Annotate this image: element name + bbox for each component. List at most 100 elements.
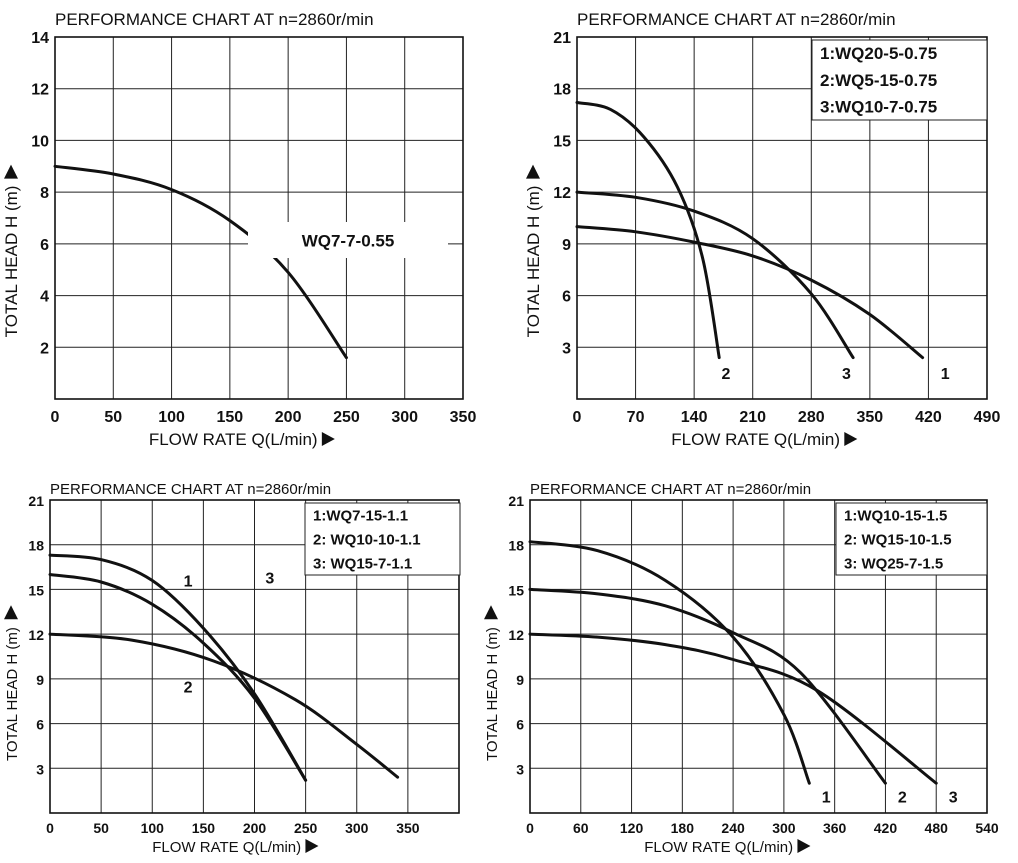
x-tick-label: 150: [192, 820, 216, 836]
x-tick-label: 240: [721, 820, 745, 836]
x-tick-label: 0: [573, 409, 582, 426]
y-axis-arrow-icon: [4, 605, 18, 620]
chart-title: PERFORMANCE CHART AT n=2860r/min: [50, 481, 331, 498]
x-axis-arrow-icon: [844, 432, 858, 446]
y-tick-label: 2: [40, 340, 49, 357]
y-tick-label: 6: [516, 717, 524, 733]
curve-label: 2: [184, 679, 193, 696]
y-tick-label: 6: [562, 289, 571, 306]
legend-entry: 3: WQ15-7-1.1: [313, 555, 412, 572]
y-tick-label: 14: [31, 30, 49, 47]
x-tick-label: 350: [857, 409, 884, 426]
x-tick-label: 0: [51, 409, 60, 426]
x-axis-arrow-icon: [797, 839, 811, 853]
y-axis-label: TOTAL HEAD H (m): [524, 186, 543, 338]
x-tick-label: 350: [450, 409, 477, 426]
series-curve-2: [575, 101, 721, 360]
legend-entry: 3:WQ10-7-0.75: [820, 98, 937, 117]
legend-entry: 1:WQ20-5-0.75: [820, 44, 937, 63]
x-tick-label: 540: [975, 820, 999, 836]
y-tick-label: 12: [553, 185, 571, 202]
plot-frame: [49, 499, 460, 814]
x-tick-label: 300: [345, 820, 369, 836]
legend-box: [835, 502, 988, 576]
curve-label: 3: [842, 366, 851, 383]
plot-frame: [54, 36, 464, 400]
y-axis-arrow-icon: [4, 164, 18, 179]
series-curve-2: [528, 587, 887, 785]
x-tick-label: 250: [294, 820, 318, 836]
y-tick-label: 6: [40, 237, 49, 254]
x-tick-label: 50: [93, 820, 109, 836]
y-tick-label: 8: [40, 185, 49, 202]
curve-label: 2: [898, 790, 907, 807]
y-tick-label: 3: [516, 761, 524, 777]
y-tick-label: 4: [40, 289, 49, 306]
x-tick-label: 100: [141, 820, 165, 836]
y-tick-label: 3: [36, 761, 44, 777]
legend-box: [304, 502, 461, 576]
y-tick-label: 10: [31, 133, 49, 150]
series-curve-3: [48, 632, 400, 779]
x-tick-label: 490: [974, 409, 1001, 426]
y-tick-label: 12: [508, 627, 524, 643]
series-curve-WQ7-7-0.55: [53, 164, 348, 360]
legend-entry: 3: WQ25-7-1.5: [844, 555, 943, 572]
x-tick-label: 50: [104, 409, 122, 426]
x-tick-label: 100: [158, 409, 185, 426]
x-tick-label: 420: [915, 409, 942, 426]
curve-label: 3: [949, 790, 958, 807]
y-axis-label: TOTAL HEAD H (m): [484, 627, 501, 761]
x-axis-label: FLOW RATE Q(L/min): [149, 430, 318, 449]
curve-label: 1: [184, 573, 193, 590]
series-curve-1: [528, 540, 811, 785]
series-curve-3: [575, 190, 855, 360]
chart-title: PERFORMANCE CHART AT n=2860r/min: [55, 10, 374, 29]
y-tick-label: 15: [508, 582, 524, 598]
plot-frame: [576, 36, 988, 400]
legend-entry: 2: WQ15-10-1.5: [844, 531, 952, 548]
legend-box: [811, 39, 988, 121]
curve-label: 1: [941, 366, 950, 383]
curve-label: 3: [265, 571, 274, 588]
y-tick-label: 18: [553, 82, 571, 99]
curve-label: 2: [721, 366, 730, 383]
x-tick-label: 60: [573, 820, 589, 836]
chart-panel-4: PERFORMANCE CHART AT n=2860r/min 0 60 120 18…: [484, 481, 999, 856]
series-curve-3: [528, 632, 938, 785]
series-curve-2: [48, 573, 308, 782]
y-tick-label: 12: [28, 627, 44, 643]
x-tick-label: 200: [243, 820, 267, 836]
series-curve-1: [575, 225, 925, 360]
y-tick-label: 21: [553, 30, 571, 47]
y-tick-label: 3: [562, 340, 571, 357]
x-tick-label: 120: [620, 820, 644, 836]
x-tick-label: 210: [739, 409, 766, 426]
legend-box: [248, 222, 448, 258]
legend-entry: WQ7-7-0.55: [302, 231, 395, 250]
x-tick-label: 150: [217, 409, 244, 426]
x-tick-label: 250: [333, 409, 360, 426]
legend-entry: 1:WQ7-15-1.1: [313, 507, 408, 524]
x-tick-label: 0: [526, 820, 534, 836]
y-tick-label: 9: [36, 672, 44, 688]
y-tick-label: 18: [28, 538, 44, 554]
y-tick-label: 6: [36, 717, 44, 733]
x-axis-label: FLOW RATE Q(L/min): [671, 430, 840, 449]
chart-title: PERFORMANCE CHART AT n=2860r/min: [577, 10, 896, 29]
x-tick-label: 200: [275, 409, 302, 426]
x-tick-label: 180: [671, 820, 695, 836]
y-tick-label: 15: [28, 582, 44, 598]
chart-panel-3: PERFORMANCE CHART AT n=2860r/min 0 50 100 15…: [4, 481, 461, 856]
y-tick-label: 12: [31, 82, 49, 99]
y-axis-arrow-icon: [484, 605, 498, 620]
x-tick-label: 420: [874, 820, 898, 836]
x-tick-label: 300: [772, 820, 796, 836]
curve-label: 1: [822, 790, 831, 807]
chart-title: PERFORMANCE CHART AT n=2860r/min: [530, 481, 811, 498]
y-tick-label: 9: [562, 237, 571, 254]
y-tick-label: 21: [508, 493, 524, 509]
chart-panel-1: PERFORMANCE CHART AT n=2860r/min 0 50 100 15…: [2, 10, 476, 449]
